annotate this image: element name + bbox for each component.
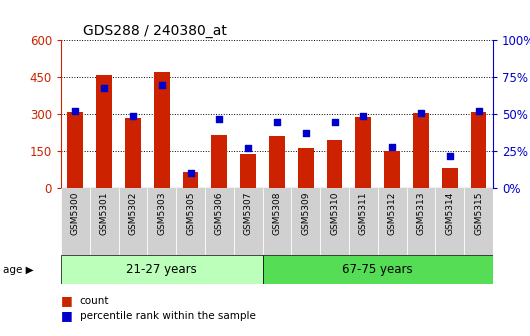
Bar — [413, 113, 429, 188]
Text: GSM5308: GSM5308 — [272, 192, 281, 235]
Text: 67-75 years: 67-75 years — [342, 263, 413, 276]
Point — [273, 119, 281, 124]
Point — [71, 109, 80, 114]
Text: GSM5309: GSM5309 — [301, 192, 310, 235]
Point — [359, 113, 368, 118]
Text: GSM5314: GSM5314 — [445, 192, 454, 235]
Bar — [211, 135, 227, 188]
Point — [100, 85, 109, 90]
Point — [474, 109, 483, 114]
FancyBboxPatch shape — [407, 188, 435, 255]
Text: GSM5315: GSM5315 — [474, 192, 483, 235]
Bar — [384, 151, 400, 188]
Text: GSM5306: GSM5306 — [215, 192, 224, 235]
Text: GSM5300: GSM5300 — [71, 192, 80, 235]
Text: GSM5310: GSM5310 — [330, 192, 339, 235]
Text: GSM5307: GSM5307 — [244, 192, 253, 235]
Point — [215, 116, 224, 121]
Text: GSM5311: GSM5311 — [359, 192, 368, 235]
FancyBboxPatch shape — [61, 188, 90, 255]
FancyBboxPatch shape — [176, 188, 205, 255]
Text: percentile rank within the sample: percentile rank within the sample — [80, 311, 255, 321]
Bar — [67, 112, 83, 188]
FancyBboxPatch shape — [435, 188, 464, 255]
FancyBboxPatch shape — [349, 188, 378, 255]
Bar — [442, 168, 457, 188]
Point — [129, 113, 137, 118]
Text: GSM5302: GSM5302 — [128, 192, 137, 235]
Text: GSM5312: GSM5312 — [387, 192, 396, 235]
Bar — [471, 112, 487, 188]
FancyBboxPatch shape — [464, 188, 493, 255]
Text: ■: ■ — [61, 309, 73, 322]
Bar — [125, 118, 141, 188]
Bar — [240, 154, 256, 188]
Bar — [154, 72, 170, 188]
Text: count: count — [80, 296, 109, 306]
FancyBboxPatch shape — [205, 188, 234, 255]
Bar — [326, 140, 342, 188]
FancyBboxPatch shape — [90, 188, 119, 255]
Bar — [356, 117, 371, 188]
Point — [187, 171, 195, 176]
Text: 21-27 years: 21-27 years — [126, 263, 197, 276]
Text: GSM5303: GSM5303 — [157, 192, 166, 235]
FancyBboxPatch shape — [234, 188, 262, 255]
Text: GSM5313: GSM5313 — [417, 192, 426, 235]
Bar — [269, 136, 285, 188]
Text: ■: ■ — [61, 294, 73, 307]
Point — [330, 119, 339, 124]
Text: GSM5305: GSM5305 — [186, 192, 195, 235]
Point — [302, 131, 310, 136]
Point — [446, 153, 454, 158]
FancyBboxPatch shape — [61, 255, 262, 284]
FancyBboxPatch shape — [262, 188, 292, 255]
Text: GSM5301: GSM5301 — [100, 192, 109, 235]
Text: age ▶: age ▶ — [3, 265, 33, 275]
Text: GDS288 / 240380_at: GDS288 / 240380_at — [83, 24, 226, 38]
FancyBboxPatch shape — [292, 188, 320, 255]
FancyBboxPatch shape — [378, 188, 407, 255]
FancyBboxPatch shape — [147, 188, 176, 255]
FancyBboxPatch shape — [119, 188, 147, 255]
Point — [244, 145, 252, 151]
Bar — [96, 75, 112, 188]
FancyBboxPatch shape — [320, 188, 349, 255]
Bar — [298, 148, 314, 188]
Point — [388, 144, 396, 150]
Point — [417, 110, 425, 116]
FancyBboxPatch shape — [262, 255, 493, 284]
Bar — [183, 172, 198, 188]
Point — [157, 82, 166, 87]
